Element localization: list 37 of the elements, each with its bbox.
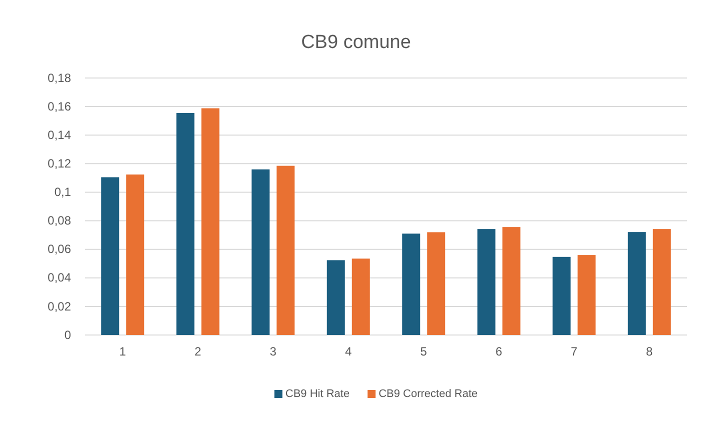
bar [402, 234, 420, 335]
bar [578, 255, 596, 335]
x-tick-label: 5 [420, 344, 428, 359]
bar [427, 232, 446, 335]
bar [201, 108, 220, 335]
bar [252, 169, 270, 335]
y-tick-label: 0,08 [48, 214, 72, 228]
bar [477, 229, 496, 335]
legend-label: CB9 Hit Rate [285, 388, 350, 400]
y-tick-label: 0,06 [48, 242, 72, 256]
x-tick-label: 6 [496, 344, 503, 359]
chart-title: CB9 comune [301, 32, 411, 53]
y-tick-label: 0,18 [48, 70, 72, 85]
y-tick-label: 0,16 [48, 99, 72, 114]
bar [176, 112, 194, 335]
bar [326, 260, 345, 335]
x-tick-label: 1 [119, 344, 126, 359]
x-tick-label: 2 [194, 344, 202, 359]
y-tick-label: 0,12 [48, 156, 72, 171]
y-tick-label: 0,14 [48, 128, 72, 142]
bar [552, 256, 571, 335]
y-tick-label: 0,04 [48, 270, 72, 285]
y-tick-label: 0,1 [54, 185, 72, 200]
bar [652, 229, 671, 335]
x-tick-label: 4 [345, 344, 352, 359]
bar [502, 227, 520, 335]
x-tick-label: 8 [646, 344, 654, 359]
y-tick-label: 0 [64, 328, 72, 342]
x-tick-label: 7 [570, 344, 578, 359]
bar [126, 174, 144, 335]
bar [352, 258, 370, 335]
bar [101, 177, 120, 335]
bar [628, 232, 646, 335]
bar [276, 166, 295, 335]
y-tick-label: 0,02 [48, 299, 72, 314]
x-tick-label: 3 [270, 344, 277, 359]
legend-label: CB9 Corrected Rate [378, 388, 478, 400]
